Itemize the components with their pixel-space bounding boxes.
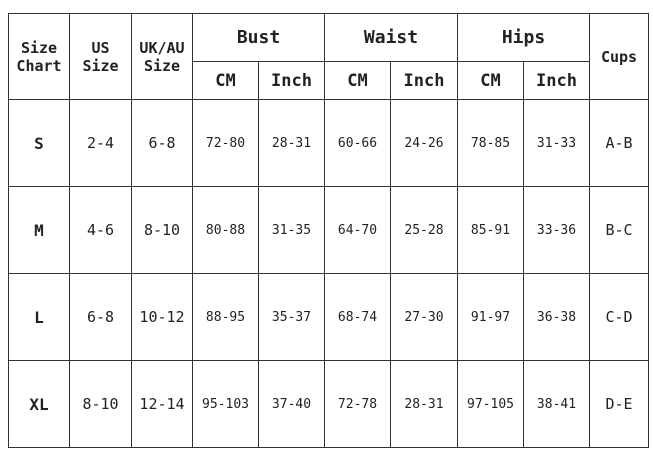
cell-cups: B-C [589,186,649,274]
cell-bust-cm: 95-103 [192,360,259,448]
cell-waist-cm: 60-66 [324,99,391,187]
cell-ukau: 6-8 [131,99,193,187]
header-waist-cm: CM [324,61,391,100]
cell-hips-in: 38-41 [523,360,590,448]
cell-hips-cm: 91-97 [457,273,524,361]
header-bust: Bust [192,13,325,62]
size-chart-table: Size Chart US Size UK/AU Size Bust Waist Hi… [8,13,649,448]
cell-ukau: 10-12 [131,273,193,361]
table-row: L 6-8 10-12 88-95 35-37 68-74 27-30 91-97 36-38 C… [8,273,649,361]
cell-size: M [8,186,70,274]
cell-size: L [8,273,70,361]
cell-bust-in: 28-31 [258,99,325,187]
cell-waist-in: 25-28 [390,186,458,274]
cell-cups: D-E [589,360,649,448]
cell-us: 2-4 [69,99,132,187]
cell-waist-in: 27-30 [390,273,458,361]
header-waist-inch: Inch [390,61,458,100]
cell-hips-in: 31-33 [523,99,590,187]
cell-bust-cm: 88-95 [192,273,259,361]
header-bust-inch: Inch [258,61,325,100]
table-row: XL 8-10 12-14 95-103 37-40 72-78 28-31 97-105 38… [8,360,649,448]
cell-hips-cm: 78-85 [457,99,524,187]
cell-size: XL [8,360,70,448]
cell-hips-cm: 85-91 [457,186,524,274]
cell-ukau: 8-10 [131,186,193,274]
header-hips-inch: Inch [523,61,590,100]
cell-hips-cm: 97-105 [457,360,524,448]
cell-ukau: 12-14 [131,360,193,448]
header-hips-cm: CM [457,61,524,100]
cell-bust-in: 35-37 [258,273,325,361]
table-row: M 4-6 8-10 80-88 31-35 64-70 25-28 85-91 33-36 B-… [8,186,649,274]
cell-waist-cm: 64-70 [324,186,391,274]
cell-cups: C-D [589,273,649,361]
cell-waist-cm: 68-74 [324,273,391,361]
cell-hips-in: 33-36 [523,186,590,274]
cell-us: 8-10 [69,360,132,448]
table-row: S 2-4 6-8 72-80 28-31 60-66 24-26 78-85 31-33 A-B [8,99,649,187]
header-waist: Waist [324,13,458,62]
cell-hips-in: 36-38 [523,273,590,361]
cell-size: S [8,99,70,187]
cell-bust-cm: 72-80 [192,99,259,187]
cell-waist-in: 28-31 [390,360,458,448]
cell-waist-cm: 72-78 [324,360,391,448]
cell-bust-in: 37-40 [258,360,325,448]
header-cups: Cups [589,13,649,100]
cell-waist-in: 24-26 [390,99,458,187]
cell-us: 4-6 [69,186,132,274]
header-hips: Hips [457,13,590,62]
cell-bust-in: 31-35 [258,186,325,274]
header-us-size: US Size [69,13,132,100]
header-bust-cm: CM [192,61,259,100]
cell-us: 6-8 [69,273,132,361]
header-size-chart: Size Chart [8,13,70,100]
cell-bust-cm: 80-88 [192,186,259,274]
cell-cups: A-B [589,99,649,187]
header-ukau-size: UK/AU Size [131,13,193,100]
